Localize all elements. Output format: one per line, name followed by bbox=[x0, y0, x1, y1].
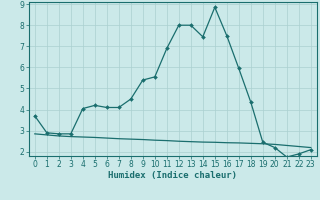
X-axis label: Humidex (Indice chaleur): Humidex (Indice chaleur) bbox=[108, 171, 237, 180]
